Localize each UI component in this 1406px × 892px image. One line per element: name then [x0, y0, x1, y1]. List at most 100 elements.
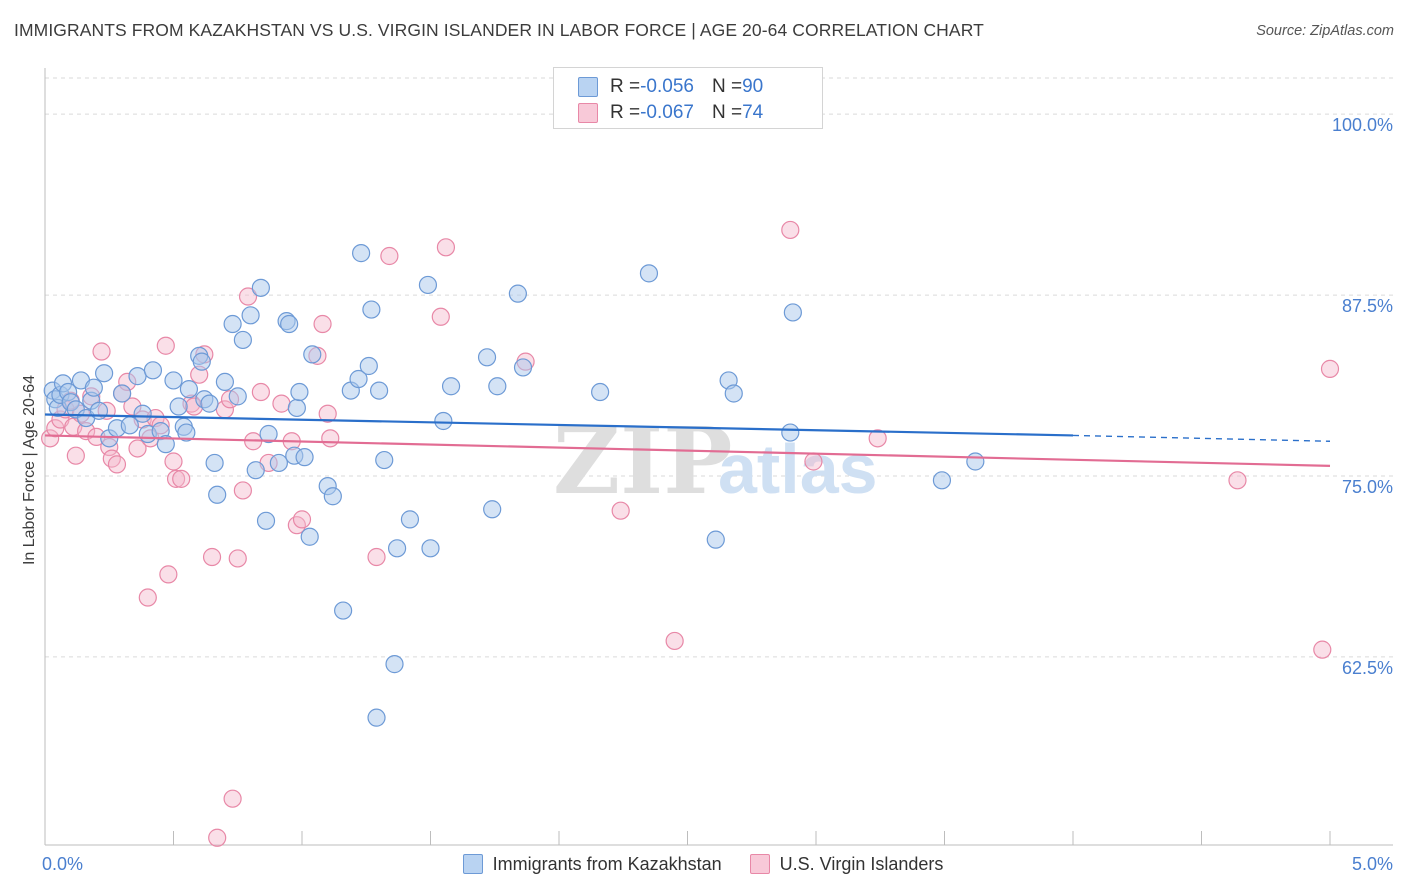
- data-point-kazakhstan: [400, 510, 420, 529]
- legend-row-kazakhstan: R = -0.056 N = 90: [578, 75, 763, 99]
- correlation-legend: R = -0.056 N = 90 R = -0.067 N = 74: [553, 67, 823, 129]
- legend-n-value: 90: [742, 76, 764, 97]
- legend-swatch-blue: [462, 854, 483, 874]
- data-point-virgin-islanders: [781, 220, 800, 240]
- data-point-kazakhstan: [367, 708, 386, 727]
- data-point-kazakhstan: [513, 358, 533, 377]
- data-point-kazakhstan: [783, 303, 802, 322]
- data-point-virgin-islanders: [159, 565, 178, 584]
- legend-n-value: 74: [742, 102, 764, 123]
- legend-swatch-blue: [578, 77, 598, 97]
- data-point-kazakhstan: [488, 377, 507, 396]
- trend-lines: [44, 413, 1331, 467]
- data-point-virgin-islanders: [164, 452, 183, 471]
- legend-swatch-pink: [749, 854, 770, 874]
- series-kazakhstan-points: [43, 244, 985, 727]
- data-point-virgin-islanders: [665, 631, 684, 651]
- data-point-kazakhstan: [334, 601, 353, 620]
- data-point-virgin-islanders: [380, 246, 399, 266]
- data-point-virgin-islanders: [41, 429, 60, 448]
- data-point-kazakhstan: [370, 381, 389, 400]
- data-point-virgin-islanders: [228, 549, 247, 568]
- legend-item-kazakhstan: Immigrants from Kazakhstan: [462, 853, 722, 875]
- data-point-virgin-islanders: [1320, 359, 1340, 378]
- data-point-kazakhstan: [223, 314, 242, 334]
- data-point-kazakhstan: [164, 371, 183, 390]
- series-virgin-islanders-points: [41, 220, 1340, 847]
- trend-line-virgin-islanders: [44, 434, 1331, 467]
- y-tick-label: 87.5%: [1342, 296, 1393, 316]
- data-point-virgin-islanders: [272, 394, 291, 413]
- legend-n-label: N =: [711, 102, 743, 123]
- legend-swatch-pink: [578, 103, 598, 123]
- data-point-kazakhstan: [290, 382, 309, 402]
- data-point-kazakhstan: [724, 384, 743, 403]
- data-point-kazakhstan: [287, 398, 306, 418]
- data-point-kazakhstan: [128, 367, 147, 386]
- data-point-kazakhstan: [441, 377, 461, 396]
- trend-line-kazakhstan: [44, 413, 1074, 437]
- data-point-virgin-islanders: [107, 455, 127, 474]
- data-point-kazakhstan: [246, 461, 265, 480]
- data-point-kazakhstan: [192, 352, 211, 371]
- data-point-kazakhstan: [133, 404, 152, 423]
- data-point-kazakhstan: [706, 530, 725, 549]
- data-point-kazakhstan: [205, 453, 224, 473]
- data-point-kazakhstan: [295, 448, 314, 467]
- data-point-kazakhstan: [280, 314, 299, 334]
- data-point-kazakhstan: [421, 539, 440, 558]
- data-point-kazakhstan: [375, 450, 394, 470]
- legend-item-virgin-islanders: U.S. Virgin Islanders: [749, 854, 943, 875]
- legend-r-value: -0.067: [640, 102, 694, 123]
- data-point-virgin-islanders: [223, 789, 242, 808]
- data-point-kazakhstan: [95, 364, 114, 383]
- data-point-virgin-islanders: [1228, 471, 1247, 490]
- data-point-kazakhstan: [477, 348, 497, 367]
- y-tick-label: 62.5%: [1342, 658, 1393, 678]
- legend-r-label: R =: [610, 76, 641, 97]
- data-point-kazakhstan: [143, 361, 163, 380]
- data-point-kazakhstan: [418, 275, 438, 295]
- data-point-virgin-islanders: [367, 547, 386, 567]
- legend-r-value: -0.056: [640, 76, 694, 97]
- x-tick-label-max: 5.0%: [1352, 854, 1393, 874]
- legend-row-virgin-islanders: R = -0.067 N = 74: [578, 101, 763, 125]
- data-point-kazakhstan: [112, 384, 132, 403]
- y-tick-label: 75.0%: [1342, 477, 1393, 497]
- tick-labels: 62.5% 75.0% 87.5% 100.0% 0.0% 5.0%: [42, 115, 1393, 874]
- legend-n-label: N =: [711, 76, 743, 97]
- data-point-kazakhstan: [177, 423, 196, 442]
- watermark: ZIP atlas: [553, 407, 878, 515]
- data-point-kazakhstan: [156, 435, 175, 454]
- data-point-virgin-islanders: [138, 588, 157, 607]
- data-point-kazakhstan: [208, 485, 227, 504]
- data-point-kazakhstan: [352, 244, 371, 263]
- data-point-virgin-islanders: [172, 469, 191, 488]
- data-point-kazakhstan: [300, 527, 319, 546]
- data-point-virgin-islanders: [313, 314, 332, 334]
- data-point-virgin-islanders: [233, 481, 252, 500]
- trend-line-kazakhstan-extension: [1072, 434, 1331, 442]
- data-point-virgin-islanders: [436, 238, 456, 257]
- data-point-kazakhstan: [303, 345, 322, 364]
- data-point-kazakhstan: [966, 452, 985, 471]
- data-point-virgin-islanders: [287, 516, 306, 535]
- data-point-kazakhstan: [169, 397, 188, 416]
- legend-label-kazakhstan: Immigrants from Kazakhstan: [492, 853, 722, 874]
- data-point-kazakhstan: [385, 655, 404, 674]
- y-tick-label: 100.0%: [1332, 115, 1393, 135]
- data-point-kazakhstan: [434, 411, 453, 431]
- data-point-virgin-islanders: [66, 446, 85, 465]
- series-legend: Immigrants from Kazakhstan U.S. Virgin I…: [0, 852, 1406, 876]
- data-point-kazakhstan: [200, 394, 219, 413]
- data-point-virgin-islanders: [804, 452, 823, 471]
- data-point-kazakhstan: [359, 356, 378, 376]
- data-point-virgin-islanders: [868, 429, 887, 448]
- data-point-kazakhstan: [89, 401, 109, 420]
- data-point-kazakhstan: [362, 300, 381, 319]
- legend-r-label: R =: [610, 102, 641, 123]
- axes: [44, 68, 1393, 846]
- data-point-kazakhstan: [233, 330, 252, 350]
- data-point-virgin-islanders: [318, 404, 337, 423]
